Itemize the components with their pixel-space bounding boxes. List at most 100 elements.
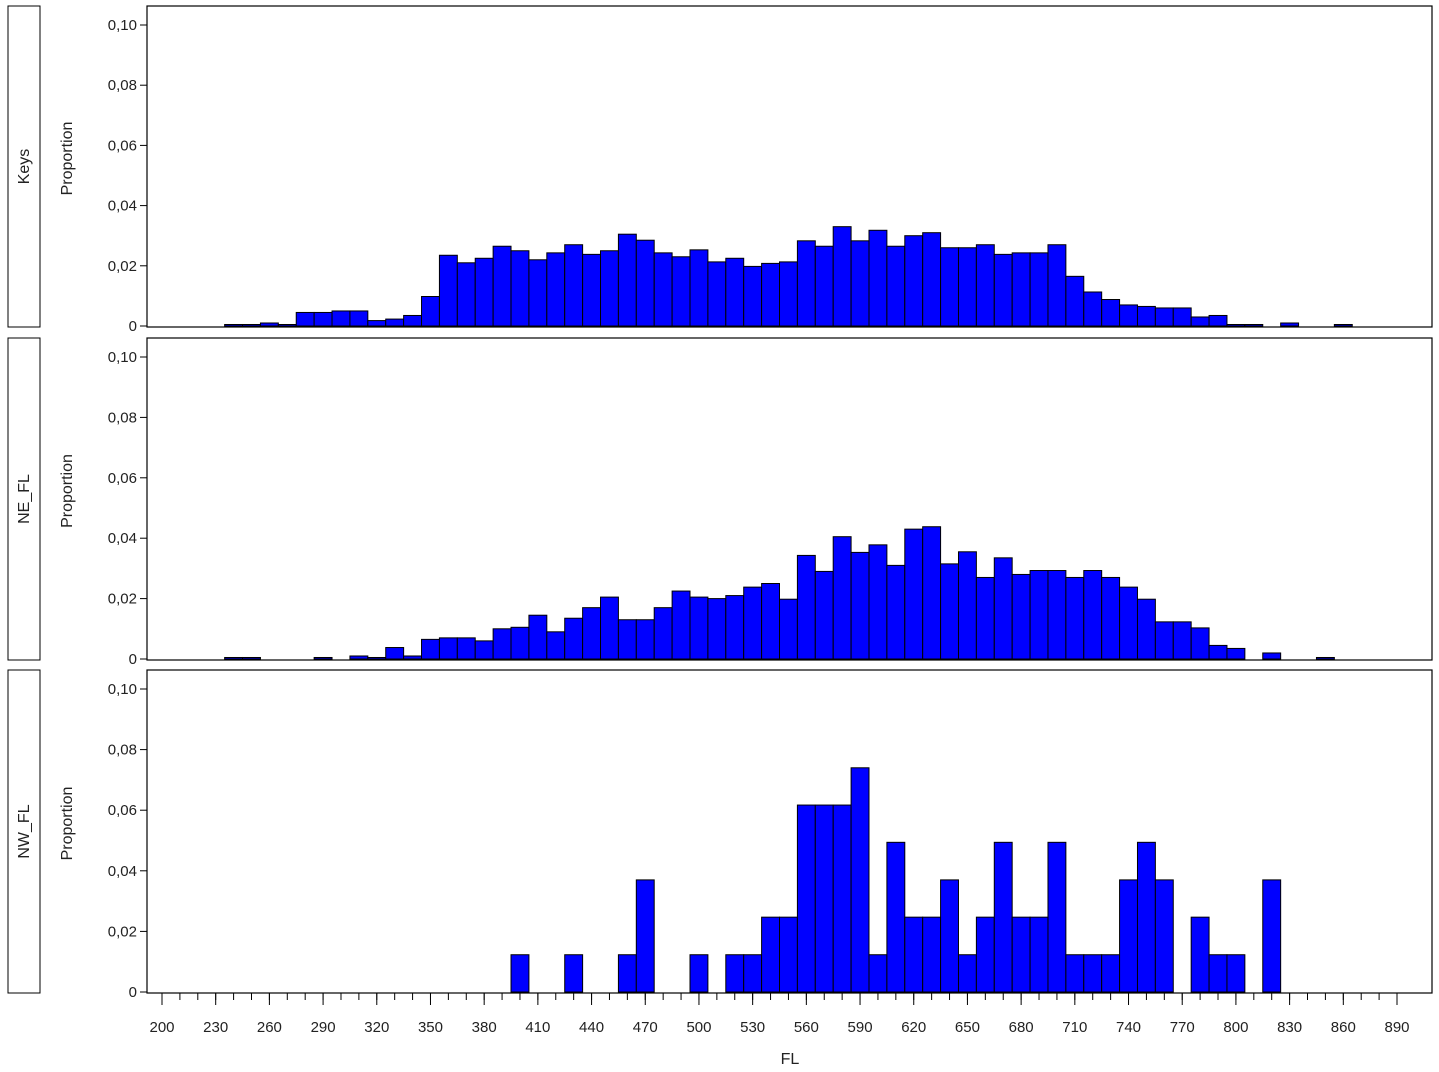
bar xyxy=(1083,291,1103,327)
bar xyxy=(886,564,906,660)
panel-frame xyxy=(146,669,1433,994)
bar xyxy=(295,311,315,327)
x-tick-label: 830 xyxy=(1277,1019,1302,1036)
bar xyxy=(975,244,995,327)
x-tick-label: 290 xyxy=(311,1019,336,1036)
panel-ne-fl: NE_FL Proportion 0 0,02 0,04 0,06 0,08 0,10 xyxy=(7,337,1433,668)
bar xyxy=(617,619,637,660)
bar xyxy=(1119,586,1138,660)
bar xyxy=(1154,621,1174,660)
bar xyxy=(367,320,387,327)
bar xyxy=(564,617,584,660)
bar xyxy=(421,296,440,327)
panel-strip-label: NW_FL xyxy=(16,804,33,858)
bar xyxy=(1333,323,1353,327)
bar xyxy=(689,954,709,993)
bar xyxy=(957,247,977,327)
y-tick-label: 0,08 xyxy=(108,409,137,426)
bar xyxy=(438,254,458,327)
bar xyxy=(617,233,637,327)
bar xyxy=(474,257,494,327)
bar xyxy=(761,916,780,993)
bar xyxy=(1101,576,1121,660)
bar xyxy=(957,551,977,660)
y-tick-label: 0,06 xyxy=(108,470,137,487)
bar xyxy=(1065,954,1085,993)
y-axis-title: Proportion xyxy=(59,454,76,528)
bar xyxy=(600,596,619,660)
bar xyxy=(1047,841,1067,993)
y-tick-label: 0,04 xyxy=(108,530,137,547)
bar xyxy=(331,310,351,327)
bar xyxy=(922,232,942,327)
bar xyxy=(1226,954,1246,993)
bar xyxy=(385,318,405,327)
bar xyxy=(1172,307,1192,327)
bar xyxy=(796,804,816,993)
x-tick-label: 860 xyxy=(1331,1019,1356,1036)
bar xyxy=(725,954,745,993)
y-tick-label: 0,04 xyxy=(108,863,137,880)
bar xyxy=(224,323,244,327)
bar xyxy=(546,631,566,660)
bar xyxy=(277,323,297,327)
bar xyxy=(438,637,458,660)
bar xyxy=(259,322,279,327)
bar xyxy=(957,954,977,993)
bar xyxy=(868,544,888,660)
x-tick-label: 230 xyxy=(203,1019,228,1036)
panel-frame xyxy=(146,337,1433,661)
bar xyxy=(850,551,870,660)
bar xyxy=(224,656,244,660)
x-tick-label: 470 xyxy=(633,1019,658,1036)
panel-strip-label: Keys xyxy=(16,149,33,185)
x-tick-label: 200 xyxy=(149,1019,174,1036)
bar xyxy=(796,240,816,327)
bar xyxy=(1011,252,1031,327)
bar xyxy=(456,262,476,327)
bar xyxy=(1154,307,1174,327)
bar xyxy=(743,954,763,993)
bar xyxy=(832,804,852,993)
panel-strip xyxy=(7,669,41,994)
bar xyxy=(886,245,906,327)
bar xyxy=(1101,299,1121,327)
bar xyxy=(975,916,995,993)
x-tick-label: 560 xyxy=(794,1019,819,1036)
x-tick-label: 710 xyxy=(1062,1019,1087,1036)
x-tick-label: 590 xyxy=(848,1019,873,1036)
bar xyxy=(653,252,673,327)
bar xyxy=(1029,916,1049,993)
bar xyxy=(725,595,745,660)
bar xyxy=(1208,314,1228,327)
x-tick-label: 770 xyxy=(1170,1019,1195,1036)
bar xyxy=(653,607,673,660)
bar xyxy=(635,619,655,660)
bars xyxy=(224,226,1353,327)
bar xyxy=(850,240,870,327)
y-tick-label: 0,02 xyxy=(108,591,137,608)
x-tick-label: 800 xyxy=(1223,1019,1248,1036)
bars xyxy=(224,526,1335,660)
panel-nw-fl: NW_FL Proportion 0 0,02 0,04 0,06 0,08 0,10 xyxy=(7,669,1433,1001)
bar xyxy=(868,954,888,993)
bar xyxy=(850,767,870,993)
x-axis: 200 230 260 290 320 350 380 410 440 470 500 530 560 5… xyxy=(149,993,1410,1068)
bar xyxy=(707,261,727,327)
bar xyxy=(1262,652,1282,660)
y-tick-label: 0,02 xyxy=(108,923,137,940)
bar xyxy=(779,598,798,660)
bar xyxy=(510,954,530,993)
y-tick-label: 0 xyxy=(129,318,137,335)
bar xyxy=(993,557,1013,660)
x-tick-label: 740 xyxy=(1116,1019,1141,1036)
bars xyxy=(510,767,1282,993)
bar xyxy=(975,576,995,660)
bar xyxy=(904,916,924,993)
y-axis-title: Proportion xyxy=(59,122,76,196)
bar xyxy=(796,554,816,660)
bar xyxy=(313,656,333,660)
bar xyxy=(1190,316,1210,327)
bar xyxy=(474,640,494,660)
